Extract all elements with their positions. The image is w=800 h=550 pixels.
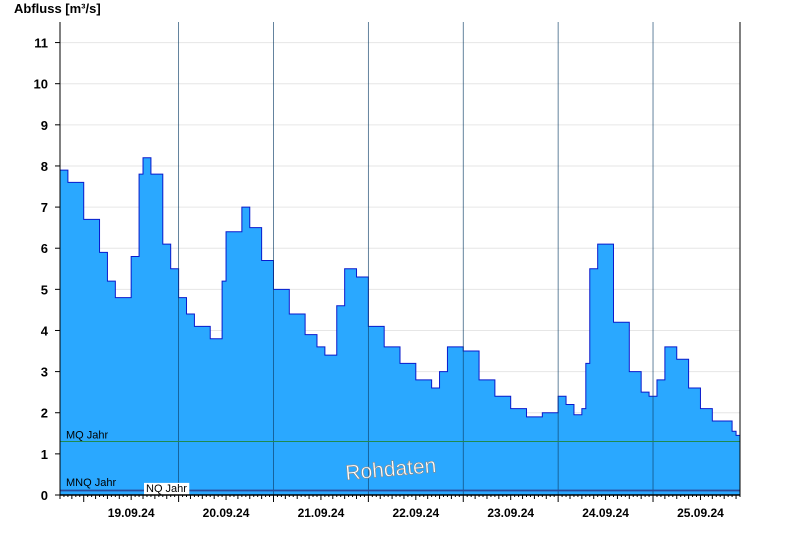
y-tick-label-7: 7 <box>41 200 48 215</box>
y-tick-label-9: 9 <box>41 118 48 133</box>
x-tick-label-0: 19.09.24 <box>108 506 155 520</box>
x-tick-label-5: 24.09.24 <box>582 506 629 520</box>
x-tick-label-2: 21.09.24 <box>298 506 345 520</box>
discharge-line <box>60 157 741 438</box>
y-tick-label-10: 10 <box>34 77 48 92</box>
y-ticks: 0 1 2 3 4 5 6 7 8 9 10 11 <box>34 36 60 503</box>
y-axis-label: Abfluss [m³/s] <box>14 1 101 16</box>
y-tick-label-3: 3 <box>41 365 48 380</box>
reference-label-0: MQ Jahr <box>66 430 109 442</box>
reference-label-2: NQ Jahr <box>146 483 187 495</box>
y-tick-label-0: 0 <box>41 488 48 503</box>
x-tick-label-6: 25.09.24 <box>677 506 724 520</box>
y-tick-label-2: 2 <box>41 406 48 421</box>
day-boundary-lines-overlay <box>178 22 654 495</box>
x-ticks: 19.09.24 20.09.24 21.09.24 22.09.24 23.09.24… <box>59 495 741 520</box>
y-tick-label-5: 5 <box>41 282 48 297</box>
y-tick-label-4: 4 <box>41 323 49 338</box>
x-tick-label-1: 20.09.24 <box>203 506 250 520</box>
x-tick-label-3: 22.09.24 <box>392 506 439 520</box>
y-tick-label-8: 8 <box>41 159 48 174</box>
x-tick-label-4: 23.09.24 <box>487 506 534 520</box>
reference-lines: MQ Jahr MNQ Jahr NQ Jahr <box>60 430 740 495</box>
nq-label-background <box>144 482 190 495</box>
y-tick-label-11: 11 <box>34 36 48 51</box>
y-tick-label-1: 1 <box>41 447 48 462</box>
y-tick-label-6: 6 <box>41 241 48 256</box>
reference-label-1: MNQ Jahr <box>66 477 116 489</box>
discharge-area <box>60 157 740 495</box>
